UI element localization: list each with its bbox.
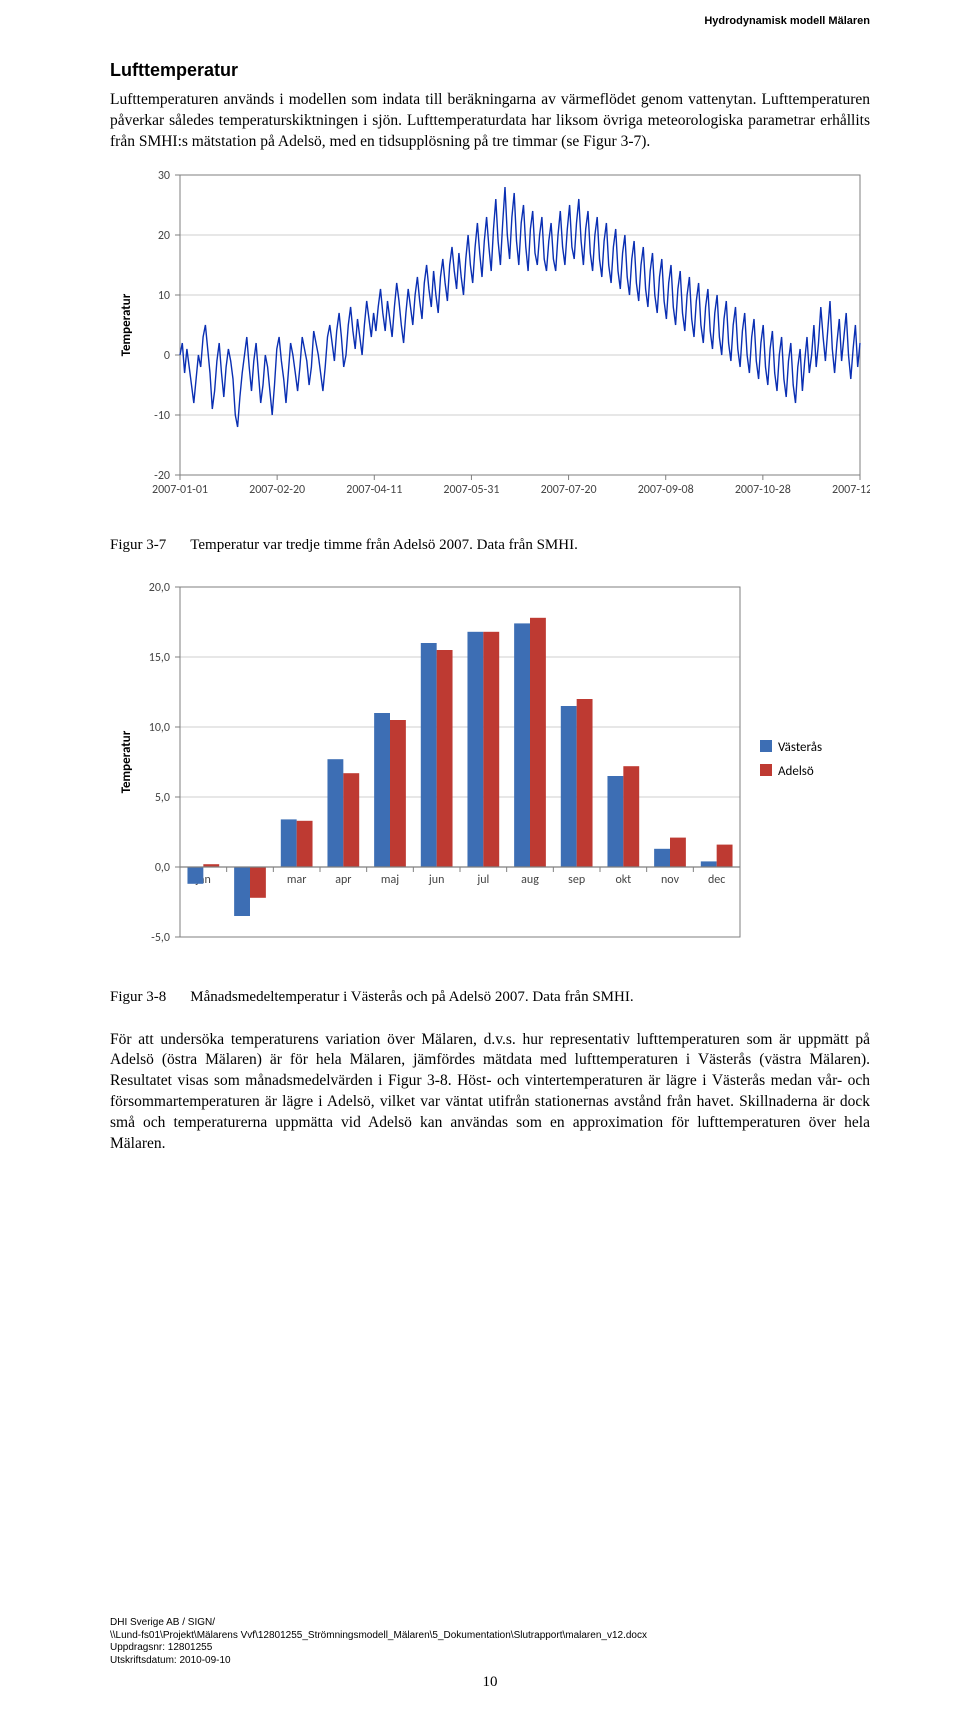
svg-text:2007-12-17: 2007-12-17 <box>832 483 870 497</box>
svg-text:2007-04-11: 2007-04-11 <box>346 483 402 497</box>
svg-text:-5,0: -5,0 <box>151 931 170 945</box>
svg-text:nov: nov <box>661 873 680 887</box>
svg-text:2007-10-28: 2007-10-28 <box>735 483 791 497</box>
page-footer: DHI Sverige AB / SIGN/ \\Lund-fs01\Proje… <box>110 1617 870 1692</box>
svg-text:aug: aug <box>521 873 539 887</box>
svg-text:Adelsö: Adelsö <box>778 764 814 779</box>
svg-text:-20: -20 <box>154 469 170 483</box>
page-number: 10 <box>110 1673 870 1692</box>
paragraph-1: Lufttemperaturen används i modellen som … <box>110 90 870 153</box>
footer-line-3: Uppdragsnr: 12801255 <box>110 1642 870 1655</box>
svg-text:jun: jun <box>428 873 444 887</box>
svg-text:10,0: 10,0 <box>149 721 170 735</box>
svg-text:2007-07-20: 2007-07-20 <box>541 483 597 497</box>
svg-text:20,0: 20,0 <box>149 581 170 595</box>
bar-chart-container: -5,00,05,010,015,020,0janfebmaraprmajjun… <box>110 577 870 977</box>
page-header-right: Hydrodynamisk modell Mälaren <box>704 14 870 29</box>
svg-text:0,0: 0,0 <box>155 861 170 875</box>
paragraph-2: För att undersöka temperaturens variatio… <box>110 1030 870 1156</box>
svg-text:Temperatur: Temperatur <box>119 293 134 356</box>
svg-text:Västerås: Västerås <box>778 740 822 755</box>
svg-text:-10: -10 <box>154 409 170 423</box>
svg-text:jul: jul <box>476 873 489 887</box>
svg-text:30: 30 <box>158 169 170 183</box>
bar-chart: -5,00,05,010,015,020,0janfebmaraprmajjun… <box>110 577 870 977</box>
svg-text:apr: apr <box>335 873 351 887</box>
figure-3-8-caption: Månadsmedeltemperatur i Västerås och på … <box>190 987 633 1007</box>
figure-3-8-label: Figur 3-8 <box>110 987 166 1007</box>
svg-text:2007-02-20: 2007-02-20 <box>249 483 305 497</box>
figure-3-8-caption-row: Figur 3-8 Månadsmedeltemperatur i Väster… <box>110 987 870 1007</box>
svg-text:10: 10 <box>158 289 170 303</box>
svg-text:2007-05-31: 2007-05-31 <box>443 483 499 497</box>
svg-text:okt: okt <box>615 873 631 887</box>
footer-line-4: Utskriftsdatum: 2010-09-10 <box>110 1655 870 1668</box>
svg-text:sep: sep <box>568 873 585 887</box>
footer-line-1: DHI Sverige AB / SIGN/ <box>110 1617 870 1630</box>
footer-line-2: \\Lund-fs01\Projekt\Mälarens Vvf\1280125… <box>110 1630 870 1643</box>
line-chart-container: -20 -10 0 10 20 30 2007-01-01 2007-02-20 2007-04… <box>110 165 870 525</box>
svg-text:Temperatur: Temperatur <box>119 731 134 794</box>
figure-3-7-caption-row: Figur 3-7 Temperatur var tredje timme fr… <box>110 535 870 555</box>
svg-text:20: 20 <box>158 229 170 243</box>
figure-3-7-label: Figur 3-7 <box>110 535 166 555</box>
svg-text:15,0: 15,0 <box>149 651 170 665</box>
svg-text:mar: mar <box>287 873 307 887</box>
figure-3-7-caption: Temperatur var tredje timme från Adelsö … <box>190 535 578 555</box>
svg-text:2007-09-08: 2007-09-08 <box>638 483 694 497</box>
line-chart: -20 -10 0 10 20 30 2007-01-01 2007-02-20 2007-04… <box>110 165 870 525</box>
svg-text:0: 0 <box>164 349 170 363</box>
svg-text:5,0: 5,0 <box>155 791 170 805</box>
svg-text:maj: maj <box>381 873 399 887</box>
svg-text:2007-01-01: 2007-01-01 <box>152 483 208 497</box>
svg-text:dec: dec <box>708 873 725 887</box>
section-heading: Lufttemperatur <box>110 58 870 82</box>
